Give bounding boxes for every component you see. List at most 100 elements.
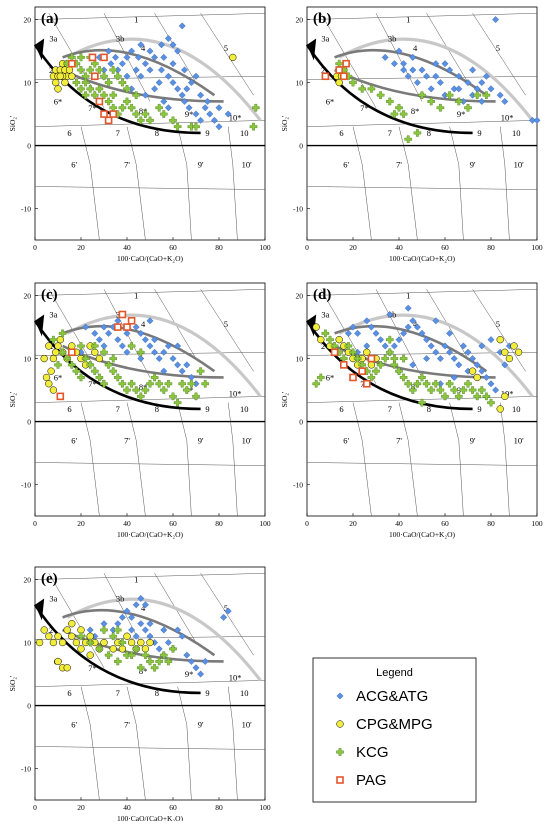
data-point (422, 379, 431, 388)
y-tick-label: -10 (21, 205, 31, 214)
data-point (104, 361, 113, 369)
field-label: 5 (224, 319, 228, 329)
data-point (164, 35, 172, 42)
field-boundary (375, 289, 423, 378)
data-point (63, 664, 71, 672)
data-point (501, 348, 509, 356)
data-point (90, 342, 99, 350)
series-cpg-mpg (49, 53, 237, 93)
field-label: 7 (116, 404, 120, 414)
data-point (376, 91, 385, 99)
data-point (197, 91, 205, 99)
data-point (409, 53, 417, 61)
data-point (363, 342, 371, 350)
data-point (390, 354, 399, 363)
data-point (109, 645, 117, 653)
data-point (100, 348, 108, 357)
data-point (441, 342, 449, 350)
data-point (215, 123, 223, 131)
data-point (362, 379, 371, 388)
field-label: 9 (477, 128, 481, 138)
field-boundary (449, 126, 464, 241)
x-tick-label: 80 (487, 243, 495, 252)
series-kcg (335, 59, 491, 144)
x-tick-label: 0 (33, 519, 37, 528)
data-point (141, 601, 149, 609)
data-point (49, 386, 58, 394)
data-point (196, 367, 205, 375)
data-point (169, 41, 177, 49)
field-boundary (34, 13, 266, 20)
x-tick-label: 100 (531, 519, 543, 528)
field-label: 8* (139, 382, 148, 392)
data-point (164, 104, 172, 112)
field-label: 4 (413, 43, 418, 53)
plot-frame (34, 6, 266, 241)
data-point (77, 626, 85, 634)
data-point (146, 116, 154, 125)
field-label: 1 (134, 15, 138, 25)
field-label: 8 (427, 404, 431, 414)
data-point (49, 354, 58, 363)
data-point (178, 22, 186, 30)
data-point (187, 379, 196, 388)
y-tick-label: 10 (24, 79, 32, 88)
data-point (82, 323, 90, 331)
field-boundary (306, 120, 538, 127)
field-boundary (34, 462, 266, 466)
data-point (469, 355, 477, 363)
data-point (72, 638, 81, 647)
data-point (432, 317, 440, 325)
field-label: 1 (134, 575, 138, 585)
data-point (169, 60, 177, 68)
data-point (58, 348, 67, 357)
data-point (367, 354, 376, 363)
data-point (132, 645, 141, 653)
field-label: 7' (124, 160, 130, 170)
data-point (45, 342, 53, 350)
data-point (418, 66, 426, 74)
data-point (155, 657, 164, 666)
data-point (187, 657, 195, 665)
y-tick-label: -10 (21, 765, 31, 774)
data-point (487, 85, 495, 93)
data-point (127, 651, 136, 659)
panel-d: 13a3b4526*7*8*9*10*6789106'7'9'10'020406… (280, 282, 543, 539)
legend-marker-circle (336, 720, 344, 728)
x-tick-label: 40 (395, 519, 403, 528)
field-label: 5 (496, 319, 500, 329)
data-point (409, 361, 417, 369)
panel-e: 13a3b4526*7*8*9*10*6789106'7'9'10'020406… (8, 566, 271, 823)
data-point (178, 379, 187, 388)
x-axis-title: 100·CaO/(CaO+K₂O) (117, 254, 184, 263)
data-point (496, 91, 504, 99)
data-point (169, 392, 177, 401)
y-axis-title: SiO₂' (8, 675, 17, 691)
data-point (45, 632, 53, 640)
y-tick-label: -10 (293, 205, 303, 214)
field-label: 1 (134, 291, 138, 301)
data-point (201, 657, 209, 665)
data-point (90, 59, 99, 68)
data-point (77, 342, 85, 350)
data-point (224, 110, 232, 118)
legend: Legend ACG&ATG CPG&MPG KCG PAG (312, 657, 477, 803)
trend-curve-dark (33, 604, 201, 695)
data-point (432, 379, 440, 388)
data-point (395, 47, 403, 55)
data-point (482, 392, 491, 401)
data-point (42, 373, 51, 382)
data-point (81, 78, 90, 87)
field-boundary (306, 186, 538, 190)
data-point (413, 379, 422, 388)
data-point (492, 386, 500, 394)
data-point (344, 329, 352, 337)
y-tick-label: 10 (296, 79, 304, 88)
field-boundary (472, 289, 526, 372)
data-point (335, 66, 344, 74)
data-point (72, 78, 81, 87)
field-label: 3a (321, 34, 329, 44)
field-boundary (352, 126, 372, 241)
trend-curve-medium (62, 324, 216, 373)
trend-curve-light (66, 597, 262, 682)
